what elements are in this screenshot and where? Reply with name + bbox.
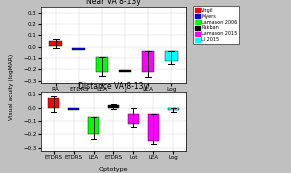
Title: Near VA 8-13y: Near VA 8-13y: [86, 0, 141, 6]
Text: Optotype: Optotype: [99, 167, 128, 172]
Bar: [128, 114, 139, 124]
Bar: [95, 57, 108, 72]
Bar: [165, 51, 178, 61]
Bar: [168, 108, 179, 110]
Bar: [108, 105, 119, 108]
Title: Distance VA 8-13y: Distance VA 8-13y: [79, 82, 148, 91]
Bar: [88, 117, 99, 134]
Legend: Virgil, Myers, Lamason 2006, Pakban, Lamason 2015, Li 2015: Virgil, Myers, Lamason 2006, Pakban, Lam…: [193, 6, 239, 44]
Bar: [119, 70, 132, 72]
Bar: [72, 48, 85, 49]
Bar: [48, 98, 59, 108]
Bar: [142, 51, 155, 72]
Bar: [148, 114, 159, 141]
Text: Visual acuity (logMAR): Visual acuity (logMAR): [9, 53, 14, 120]
Bar: [68, 108, 79, 110]
Bar: [49, 41, 62, 45]
